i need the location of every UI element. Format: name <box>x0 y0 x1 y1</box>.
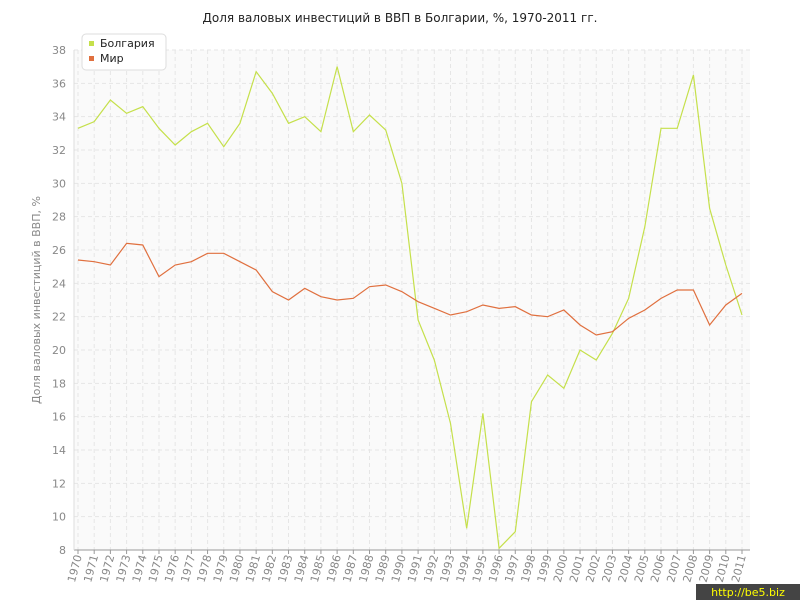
y-tick-label: 30 <box>52 177 66 190</box>
y-tick-label: 32 <box>52 144 66 157</box>
y-tick-label: 12 <box>52 477 66 490</box>
chart-title: Доля валовых инвестиций в ВВП в Болгарии… <box>203 11 598 25</box>
y-tick-label: 22 <box>52 311 66 324</box>
series-line <box>77 242 743 336</box>
legend-label: Мир <box>100 52 124 65</box>
y-tick-label: 18 <box>52 377 66 390</box>
series-line <box>77 66 743 550</box>
y-tick-label: 16 <box>52 411 66 424</box>
y-tick-label: 10 <box>52 511 66 524</box>
y-tick-label: 26 <box>52 244 66 257</box>
watermark-bg <box>696 584 800 600</box>
y-tick-label: 8 <box>59 544 66 557</box>
legend-swatch <box>89 41 94 46</box>
y-tick-label: 36 <box>52 77 66 90</box>
legend-swatch <box>89 56 94 61</box>
y-tick-label: 34 <box>52 111 66 124</box>
watermark: http://be5.biz <box>711 586 785 599</box>
y-tick-label: 38 <box>52 44 66 57</box>
y-tick-label: 20 <box>52 344 66 357</box>
y-tick-label: 14 <box>52 444 66 457</box>
legend-label: Болгария <box>100 37 155 50</box>
y-tick-label: 28 <box>52 211 66 224</box>
plot-area <box>74 50 750 550</box>
y-tick-label: 24 <box>52 277 66 290</box>
y-axis-label: Доля валовых инвестиций в ВВП, % <box>30 196 43 404</box>
legend-box <box>81 33 167 71</box>
